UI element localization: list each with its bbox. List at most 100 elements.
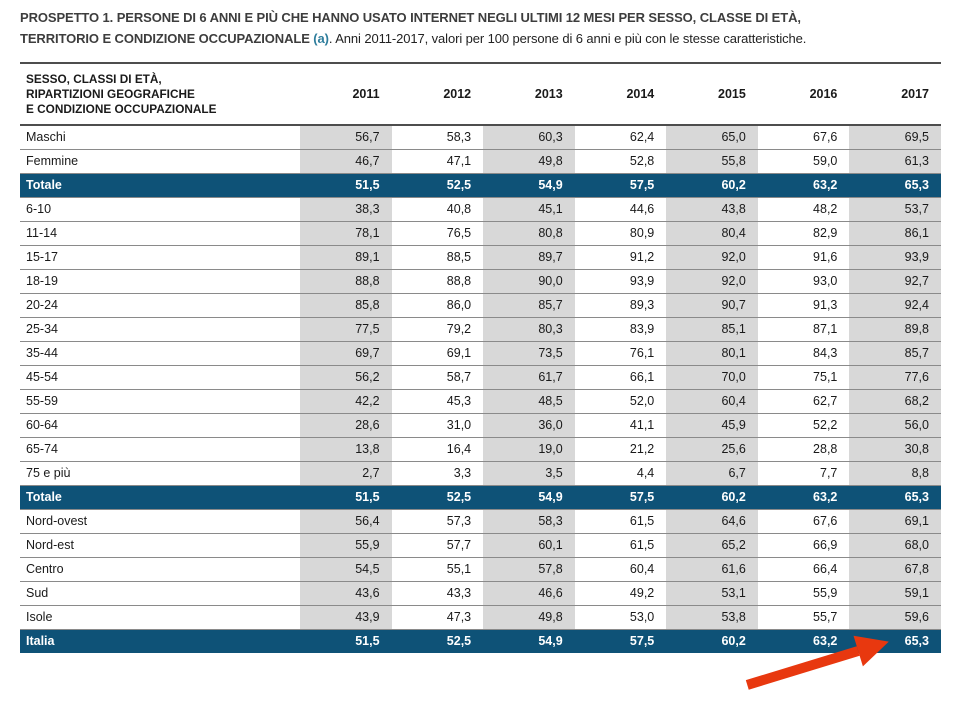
value-cell: 78,1: [300, 221, 392, 246]
value-cell: 38,3: [300, 197, 392, 222]
value-cell: 65,3: [849, 485, 941, 510]
value-cell: 77,6: [849, 365, 941, 390]
value-cell: 53,1: [666, 581, 758, 606]
value-cell: 28,8: [757, 437, 850, 462]
row-label: 18-19: [20, 269, 301, 294]
row-label: Totale: [20, 173, 301, 198]
value-cell: 3,3: [391, 461, 484, 486]
value-cell: 56,0: [849, 413, 941, 438]
value-cell: 48,5: [483, 389, 575, 414]
value-cell: 59,0: [757, 149, 850, 174]
red-arrow-head-icon: [853, 626, 894, 667]
value-cell: 80,1: [666, 341, 758, 366]
value-cell: 67,6: [757, 509, 850, 534]
value-cell: 91,6: [757, 245, 850, 270]
table-row: Nord-est 55,9 57,7 60,1 61,5 65,2 66,9 68,0: [20, 533, 941, 558]
value-cell: 92,7: [849, 269, 941, 294]
value-cell: 57,8: [483, 557, 575, 582]
value-cell: 25,6: [666, 437, 758, 462]
value-cell: 65,3: [849, 629, 941, 653]
value-cell: 21,2: [574, 437, 667, 462]
value-cell: 55,1: [391, 557, 484, 582]
value-cell: 92,0: [666, 269, 758, 294]
table-row: 45-54 56,2 58,7 61,7 66,1 70,0 75,1 77,6: [20, 365, 941, 390]
table-row: Centro 54,5 55,1 57,8 60,4 61,6 66,4 67,8: [20, 557, 941, 582]
row-label: Sud: [20, 581, 301, 606]
value-cell: 63,2: [757, 173, 850, 198]
value-cell: 57,5: [574, 629, 667, 653]
value-cell: 48,2: [757, 197, 850, 222]
value-cell: 76,5: [391, 221, 484, 246]
value-cell: 47,1: [391, 149, 484, 174]
value-cell: 93,0: [757, 269, 850, 294]
table-row-total: Totale 51,5 52,5 54,9 57,5 60,2 63,2 65,3: [20, 485, 941, 510]
value-cell: 61,5: [574, 509, 667, 534]
value-cell: 56,7: [300, 125, 392, 150]
value-cell: 60,1: [483, 533, 575, 558]
value-cell: 59,1: [849, 581, 941, 606]
table-row: 15-17 89,1 88,5 89,7 91,2 92,0 91,6 93,9: [20, 245, 941, 270]
value-cell: 93,9: [849, 245, 941, 270]
value-cell: 86,0: [391, 293, 484, 318]
value-cell: 6,7: [666, 461, 758, 486]
value-cell: 13,8: [300, 437, 392, 462]
value-cell: 54,9: [483, 173, 575, 198]
value-cell: 69,1: [849, 509, 941, 534]
value-cell: 65,2: [666, 533, 758, 558]
value-cell: 45,3: [391, 389, 484, 414]
year-column-header: 2017: [849, 62, 941, 126]
value-cell: 92,4: [849, 293, 941, 318]
value-cell: 60,2: [666, 173, 758, 198]
value-cell: 3,5: [483, 461, 575, 486]
value-cell: 58,7: [391, 365, 484, 390]
value-cell: 85,1: [666, 317, 758, 342]
value-cell: 61,7: [483, 365, 575, 390]
value-cell: 82,9: [757, 221, 850, 246]
value-cell: 44,6: [574, 197, 667, 222]
value-cell: 63,2: [757, 629, 850, 653]
value-cell: 46,7: [300, 149, 392, 174]
value-cell: 92,0: [666, 245, 758, 270]
row-label: 45-54: [20, 365, 301, 390]
value-cell: 85,8: [300, 293, 392, 318]
value-cell: 65,3: [849, 173, 941, 198]
value-cell: 46,6: [483, 581, 575, 606]
value-cell: 57,5: [574, 173, 667, 198]
table-row-total: Italia 51,5 52,5 54,9 57,5 60,2 63,2 65,3: [20, 629, 941, 653]
year-column-header: 2015: [666, 62, 758, 126]
value-cell: 69,7: [300, 341, 392, 366]
value-cell: 67,6: [813, 130, 838, 144]
value-cell: 80,8: [483, 221, 575, 246]
value-cell: 16,4: [391, 437, 484, 462]
table-row: 55-59 42,2 45,3 48,5 52,0 60,4 62,7 68,2: [20, 389, 941, 414]
row-label: Italia: [20, 629, 301, 653]
value-cell: 80,4: [666, 221, 758, 246]
value-cell: 62,7: [757, 389, 850, 414]
value-cell: 66,1: [574, 365, 667, 390]
value-cell: 56,4: [300, 509, 392, 534]
table-row: 25-34 77,5 79,2 80,3 83,9 85,1 87,1 89,8: [20, 317, 941, 342]
value-cell: 52,5: [391, 485, 484, 510]
value-cell: 80,9: [574, 221, 667, 246]
value-cell: 83,9: [574, 317, 667, 342]
value-cell: 61,5: [574, 533, 667, 558]
value-cell: 90,0: [483, 269, 575, 294]
value-cell: 30,8: [849, 437, 941, 462]
row-label: 35-44: [20, 341, 301, 366]
table-row: Femmine 46,7 47,1 49,8 52,8 55,8 59,0 61,3: [20, 149, 941, 174]
value-cell: 91,3: [757, 293, 850, 318]
value-cell: 85,7: [483, 293, 575, 318]
table-row: 18-19 88,8 88,8 90,0 93,9 92,0 93,0 92,7: [20, 269, 941, 294]
year-column-header: 2014: [574, 62, 667, 126]
row-label: Maschi: [26, 130, 66, 144]
table-row: Isole 43,9 47,3 49,8 53,0 53,8 55,7 59,6: [20, 605, 941, 630]
table-header-row: SESSO, CLASSI DI ETÀ, RIPARTIZIONI GEOGR…: [20, 62, 941, 126]
value-cell: 51,5: [300, 629, 392, 653]
value-cell: 28,6: [300, 413, 392, 438]
value-cell: 55,7: [757, 605, 850, 630]
value-cell: 52,0: [574, 389, 667, 414]
value-cell: 52,2: [757, 413, 850, 438]
value-cell: 79,2: [391, 317, 484, 342]
value-cell: 87,1: [757, 317, 850, 342]
row-label: Femmine: [20, 149, 301, 174]
